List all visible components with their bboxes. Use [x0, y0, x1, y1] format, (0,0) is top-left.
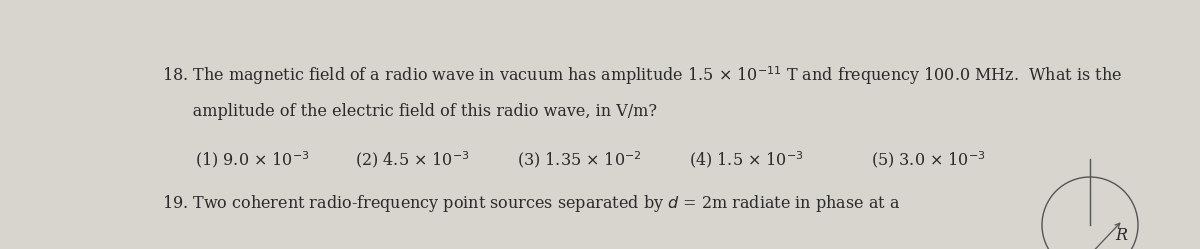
- Text: R: R: [1115, 227, 1127, 244]
- Text: (4) 1.5 $\times$ 10$^{-3}$: (4) 1.5 $\times$ 10$^{-3}$: [689, 149, 804, 170]
- Text: (1) 9.0 $\times$ 10$^{-3}$: (1) 9.0 $\times$ 10$^{-3}$: [194, 149, 310, 170]
- Text: (2) 4.5 $\times$ 10$^{-3}$: (2) 4.5 $\times$ 10$^{-3}$: [355, 149, 469, 170]
- Text: (3) 1.35 $\times$ 10$^{-2}$: (3) 1.35 $\times$ 10$^{-2}$: [517, 149, 642, 170]
- Text: 18. The magnetic field of a radio wave in vacuum has amplitude 1.5 $\times$ 10$^: 18. The magnetic field of a radio wave i…: [162, 64, 1122, 87]
- Text: $\lambda$ = 0.5 m  A radio wave detector moves in a circular path of some radius: $\lambda$ = 0.5 m A radio wave detector …: [162, 231, 803, 249]
- Text: (5) 3.0 $\times$ 10$^{-3}$: (5) 3.0 $\times$ 10$^{-3}$: [871, 149, 985, 170]
- Text: 19. Two coherent radio-frequency point sources separated by $d$ = 2m radiate in : 19. Two coherent radio-frequency point s…: [162, 193, 900, 214]
- Text: amplitude of the electric field of this radio wave, in V/m?: amplitude of the electric field of this …: [162, 103, 656, 120]
